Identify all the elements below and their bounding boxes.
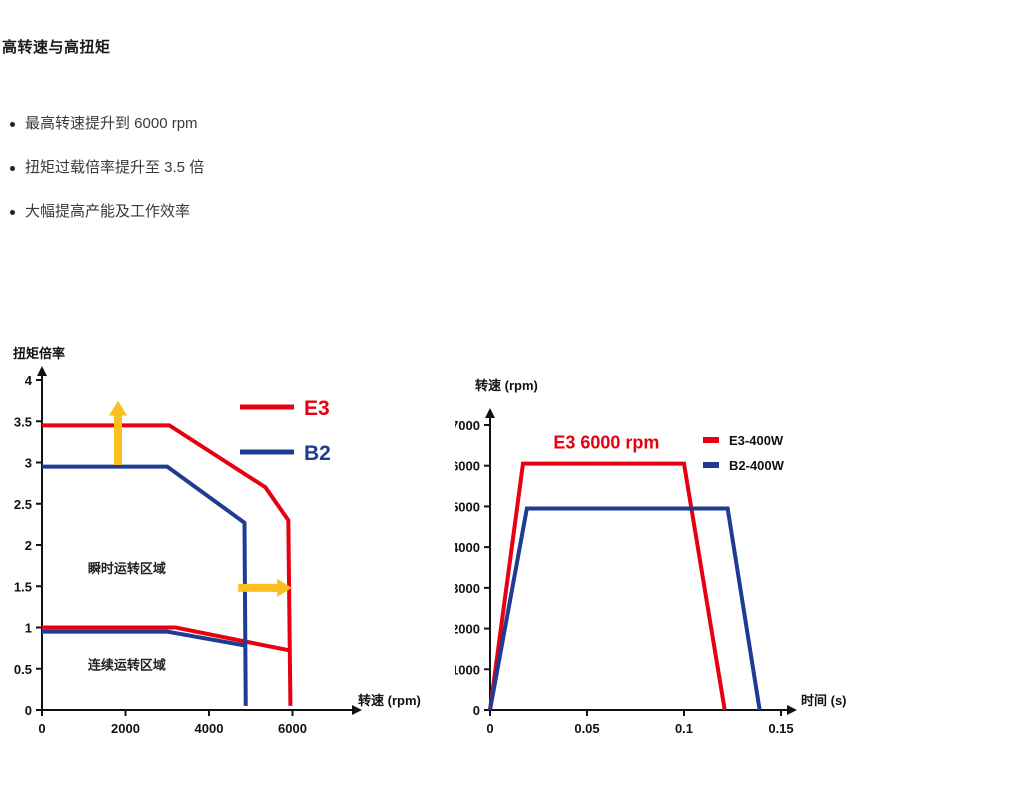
- feature-text: 大幅提高产能及工作效率: [25, 203, 191, 220]
- series-B2-instantaneous: [42, 464, 248, 706]
- y-tick-label: 7000: [455, 418, 480, 433]
- x-tick-label: 0.15: [768, 721, 793, 736]
- series-E3-400W: [488, 461, 727, 711]
- y-tick-label: 3.5: [14, 414, 32, 429]
- x-tick-label: 6000: [278, 721, 307, 736]
- y-tick-label: 1.5: [14, 579, 32, 594]
- x-axis-label: 转速 (rpm): [358, 693, 421, 708]
- legend-label: E3-400W: [729, 433, 784, 448]
- feature-item: 最高转速提升到 6000 rpm: [10, 114, 204, 134]
- y-tick-label: 0: [473, 703, 480, 718]
- series-E3-continuous: [42, 625, 291, 653]
- x-tick-label: 0.05: [574, 721, 599, 736]
- y-tick-label: 2.5: [14, 497, 32, 512]
- y-tick-label: 4: [25, 373, 33, 388]
- y-tick-label: 2000: [455, 622, 480, 637]
- y-axis-arrow-icon: [485, 408, 495, 418]
- feature-item: 大幅提高产能及工作效率: [10, 202, 204, 222]
- y-tick-label: 0: [25, 703, 32, 718]
- feature-text: 扭矩过载倍率提升至 3.5 倍: [25, 159, 205, 176]
- y-tick-label: 1000: [455, 662, 480, 677]
- series-B2-400W: [488, 506, 762, 711]
- y-tick-label: 0.5: [14, 662, 32, 677]
- up-arrow-icon: [108, 400, 127, 465]
- x-tick-label: 0: [38, 721, 45, 736]
- bullet-dot-icon: [10, 165, 15, 171]
- x-tick-label: 0.1: [675, 721, 693, 736]
- section-title: 高转速与高扭矩: [2, 39, 111, 56]
- right-arrow-icon: [238, 578, 293, 597]
- x-tick-label: 4000: [195, 721, 224, 736]
- y-axis-arrow-icon: [37, 366, 47, 376]
- chart-annotation: 瞬时运转区域: [88, 561, 166, 576]
- x-axis-arrow-icon: [787, 705, 797, 715]
- y-axis-label: 扭矩倍率: [13, 346, 65, 361]
- y-tick-label: 2: [25, 538, 32, 553]
- axes: 0 2000 4000 6000 0 0.5 1 1.5 2 2.5 3 3.5 4: [14, 366, 362, 736]
- feature-item: 扭矩过载倍率提升至 3.5 倍: [10, 158, 204, 178]
- series-B2-continuous: [42, 629, 247, 648]
- feature-list: 最高转速提升到 6000 rpm 扭矩过载倍率提升至 3.5 倍 大幅提高产能及…: [10, 114, 204, 246]
- feature-text: 最高转速提升到 6000 rpm: [25, 115, 198, 132]
- series-E3-instantaneous: [42, 423, 293, 706]
- y-axis-label: 转速 (rpm): [475, 378, 538, 393]
- chart-annotation: E3 6000 rpm: [553, 432, 659, 452]
- bullet-dot-icon: [10, 121, 15, 127]
- x-axis-label: 时间 (s): [801, 693, 847, 708]
- y-tick-label: 4000: [455, 540, 480, 555]
- y-tick-label: 1: [25, 621, 32, 636]
- torque-speed-chart: 0 2000 4000 6000 0 0.5 1 1.5 2 2.5 3 3.5 4 转速 (rpm) 扭矩…: [13, 346, 421, 736]
- legend-label: B2: [304, 442, 331, 465]
- x-axis-arrow-icon: [352, 705, 362, 715]
- y-tick-label: 3000: [455, 581, 480, 596]
- bullet-dot-icon: [10, 209, 15, 215]
- y-tick-label: 6000: [455, 459, 480, 474]
- legend-label: B2-400W: [729, 458, 785, 473]
- legend-label: E3: [304, 397, 330, 420]
- x-tick-label: 0: [486, 721, 493, 736]
- y-tick-label: 3: [25, 456, 32, 471]
- x-tick-label: 2000: [111, 721, 140, 736]
- chart-annotation: 连续运转区域: [88, 658, 166, 673]
